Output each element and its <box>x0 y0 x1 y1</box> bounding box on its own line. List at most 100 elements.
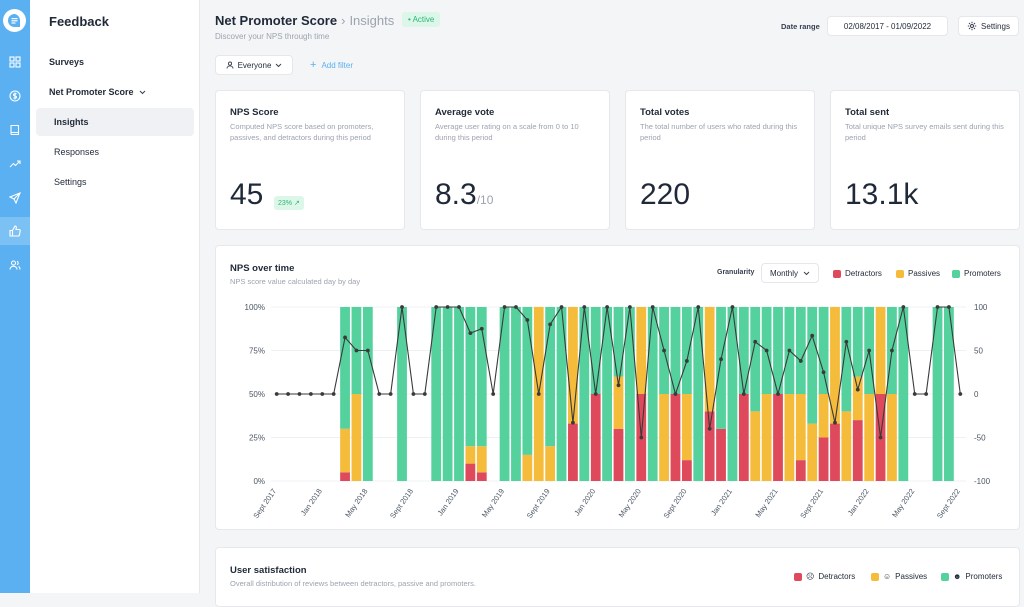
nps-point <box>525 318 530 322</box>
bar-promoters <box>545 307 556 447</box>
legend-detractors[interactable]: ☹ Detractors <box>794 572 855 581</box>
card-title: Average vote <box>435 107 495 118</box>
nps-point <box>422 392 427 396</box>
grid-icon[interactable] <box>0 48 30 76</box>
page-subtitle: Discover your NPS through time <box>215 32 330 41</box>
nps-point <box>810 333 815 338</box>
bar-promoters <box>465 307 476 447</box>
legend-passives[interactable]: Passives <box>896 269 940 278</box>
add-filter-label: Add filter <box>321 60 354 70</box>
legend-label: Passives <box>908 269 941 278</box>
sidebar-item-surveys[interactable]: Surveys <box>36 48 194 76</box>
settings-button[interactable]: Settings <box>958 16 1019 36</box>
y-tick-label-left: 50% <box>249 390 265 399</box>
x-tick-label: Sept 2022 <box>935 487 962 520</box>
sidebar-item-label: Insights <box>54 117 89 127</box>
bar-promoters <box>852 307 863 377</box>
bar-detractors <box>613 428 624 481</box>
icon-rail <box>0 0 30 593</box>
send-icon[interactable] <box>0 184 30 212</box>
add-filter-button[interactable]: + Add filter <box>310 55 353 75</box>
nps-point <box>776 392 780 396</box>
delta-badge: 23% ↗ <box>274 196 304 210</box>
legend-label: Passives <box>895 572 928 581</box>
sidebar-item-responses[interactable]: Responses <box>36 138 194 166</box>
granularity-dropdown[interactable]: Monthly <box>761 263 819 283</box>
nps-point <box>320 392 325 396</box>
legend-swatch <box>794 572 802 581</box>
chevron-down-icon <box>276 63 282 67</box>
bar-promoters <box>932 307 943 481</box>
bar-passives <box>795 394 806 461</box>
nps-point <box>855 387 860 392</box>
app-logo-icon[interactable] <box>3 9 26 32</box>
sidebar-item-label: Net Promoter Score <box>49 87 134 97</box>
bar-promoters <box>773 307 783 394</box>
bar-promoters <box>511 307 521 481</box>
users-icon[interactable] <box>0 251 30 279</box>
date-range-input[interactable]: 02/08/2017 - 01/09/2022 <box>827 16 948 36</box>
card-description: Average user rating on a scale from 0 to… <box>435 122 579 142</box>
bar-promoters <box>579 307 590 481</box>
bar-promoters <box>476 307 487 447</box>
bar-promoters <box>670 307 681 394</box>
bar-passives <box>476 446 487 473</box>
nps-point <box>673 392 678 396</box>
y-tick-label-left: 0% <box>253 477 265 486</box>
legend-detractors[interactable]: Detractors <box>833 269 882 278</box>
legend-passives[interactable]: ☺ Passives <box>871 572 927 581</box>
nps-chart: 0% 25% 50% 75% 100% -100 -50 0 50 100 Sept 2017 Jan… <box>245 303 991 520</box>
nps-point <box>878 435 883 440</box>
nps-point <box>833 420 837 425</box>
bar-promoters <box>556 307 567 481</box>
dollar-icon[interactable] <box>0 82 30 110</box>
chart-subtitle: NPS score value calculated day by day <box>230 277 361 286</box>
nps-point <box>354 348 359 353</box>
bar-detractors <box>818 437 829 481</box>
nps-point <box>582 305 587 309</box>
bar-detractors <box>340 472 350 481</box>
legend-label: Promoters <box>964 269 1001 278</box>
nps-point <box>548 322 553 327</box>
bar-promoters <box>590 307 601 394</box>
bar-detractors <box>670 394 681 481</box>
bar-detractors <box>476 472 487 481</box>
sidebar-item-settings[interactable]: Settings <box>36 168 194 196</box>
nps-point <box>684 359 689 363</box>
book-icon[interactable] <box>0 116 30 144</box>
x-tick-label: Jan 2020 <box>572 487 597 517</box>
x-tick-label: Sept 2019 <box>525 487 552 520</box>
sidebar-item-label: Surveys <box>49 57 85 67</box>
bar-promoters <box>681 307 692 394</box>
sidebar-item-insights[interactable]: Insights <box>36 108 194 136</box>
y-tick-label-left: 75% <box>249 347 265 356</box>
sidebar-item-label: Responses <box>54 147 100 157</box>
bar-passives <box>761 394 772 481</box>
x-tick-label: Jan 2021 <box>709 487 734 517</box>
nps-point <box>605 305 610 309</box>
nps-point <box>502 305 507 309</box>
nps-point <box>331 392 336 396</box>
breadcrumb[interactable]: Insights <box>349 13 395 28</box>
card-title: NPS Score <box>230 107 279 118</box>
bar-promoters <box>750 307 761 412</box>
total-sent-card: Total sent Total unique NPS survey email… <box>830 90 1020 230</box>
trend-icon[interactable] <box>0 150 30 178</box>
settings-button-label: Settings <box>981 21 1010 31</box>
nps-point <box>821 370 826 375</box>
bar-promoters <box>841 307 852 412</box>
nps-point <box>753 339 758 344</box>
bar-passives <box>522 454 533 481</box>
card-description: Overall distribution of reviews between … <box>230 579 476 588</box>
legend-promoters[interactable]: ☻ Promoters <box>941 572 1002 581</box>
legend-promoters[interactable]: Promoters <box>952 269 1001 278</box>
nps-point <box>400 305 404 309</box>
y-tick-label-right: -50 <box>974 434 986 443</box>
thumbs-up-icon[interactable] <box>0 217 30 245</box>
bar-promoters <box>602 307 613 481</box>
audience-filter-dropdown[interactable]: Everyone <box>215 55 293 75</box>
legend-swatch <box>833 269 841 278</box>
sidebar-item-nps[interactable]: Net Promoter Score <box>36 78 194 106</box>
sad-face-icon: ☹ <box>806 572 815 581</box>
y-tick-label-left: 25% <box>249 434 265 443</box>
